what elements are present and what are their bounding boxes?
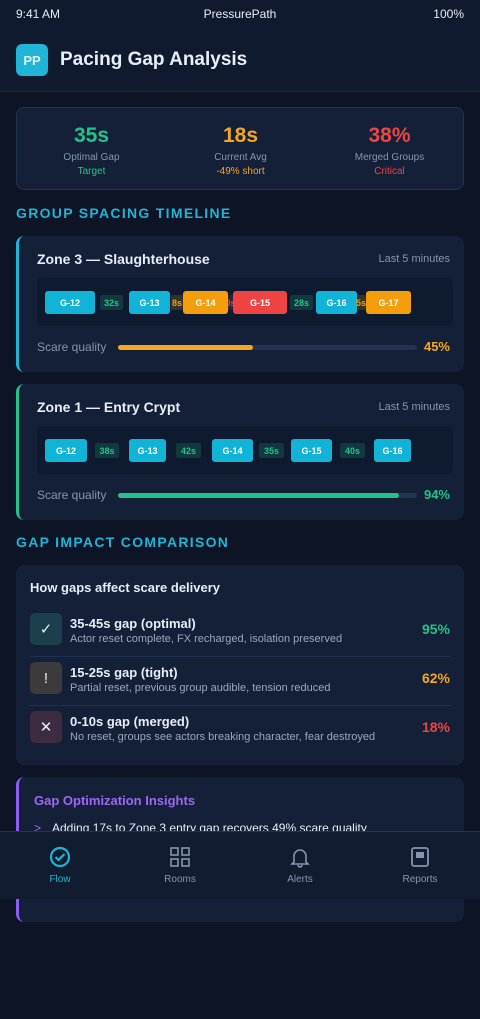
nav-icon: [170, 847, 190, 867]
group-chip: G-14: [212, 439, 253, 462]
stat: 35s Optimal Gap Target: [17, 108, 166, 177]
gap-chip: 32s: [100, 295, 123, 310]
impact-desc: No reset, groups see actors breaking cha…: [70, 731, 376, 743]
gap-chip: 5s: [356, 295, 366, 310]
quality-bar: [118, 345, 253, 350]
impact-heading: How gaps affect scare delivery: [30, 580, 221, 595]
header: PP Pacing Gap Analysis: [0, 28, 480, 92]
impact-desc: Partial reset, previous group audible, t…: [70, 682, 331, 694]
gap-chip: 28s: [290, 295, 313, 310]
nav-label: Reports: [402, 874, 438, 885]
nav-icon: [49, 846, 71, 868]
zone-period: Last 5 minutes: [378, 401, 450, 413]
stat-sub: -49% short: [216, 166, 265, 177]
group-chip: G-15: [233, 291, 287, 314]
nav-label: Alerts: [287, 874, 313, 885]
nav-icon: [290, 849, 310, 868]
group-chip: G-13: [129, 291, 170, 314]
time: 9:41 AM: [16, 7, 61, 21]
stat-value: 35s: [73, 124, 110, 147]
quality-value: 94%: [423, 487, 450, 502]
group-chip: G-16: [374, 439, 411, 462]
stat-label: Merged Groups: [354, 152, 425, 163]
group-chip: G-12: [45, 291, 95, 314]
zone-card: Zone 1 — Entry Crypt Last 5 minutes G-12 38…: [16, 384, 464, 520]
stat-label: Current Avg: [214, 152, 267, 163]
stat: 38% Merged Groups Critical: [315, 108, 464, 177]
gap-chip: 35s: [259, 443, 284, 458]
stat: 18s Current Avg -49% short: [166, 108, 315, 177]
zone-card: Zone 3 — Slaughterhouse Last 5 minutes G-1…: [16, 236, 464, 372]
gap-chip: 42s: [176, 443, 201, 458]
gap-chip: 40s: [340, 443, 365, 458]
impact-title: 0-10s gap (merged): [70, 714, 190, 729]
impact-row: ✕ 0-10s gap (merged) No reset, groups see …: [30, 711, 450, 755]
gap-chip: 38s: [95, 443, 119, 458]
quality-bar: [118, 493, 400, 498]
nav-item[interactable]: Rooms: [120, 832, 240, 900]
status-bar: 9:41 AM PressurePath 100%: [0, 0, 480, 28]
quality-label: Scare quality: [37, 340, 107, 354]
stat-label: Optimal Gap: [63, 152, 120, 163]
group-chip: G-15: [291, 439, 332, 462]
stat-value: 18s: [222, 124, 259, 147]
quality-track: [118, 345, 417, 350]
zone-title: Zone 1 — Entry Crypt: [37, 399, 181, 415]
impact-icon: ✕: [30, 711, 62, 743]
nav-icon: [411, 847, 429, 867]
impact-icon: ✓: [30, 613, 62, 645]
group-chip: G-12: [45, 439, 87, 462]
section-title: GROUP SPACING TIMELINE: [16, 205, 232, 221]
insights-title: Gap Optimization Insights: [34, 793, 196, 808]
impact-score: 18%: [421, 719, 450, 735]
quality-value: 45%: [423, 339, 450, 354]
app-name: PressurePath: [203, 7, 277, 21]
group-chip: G-13: [129, 439, 166, 462]
impact-title: 15-25s gap (tight): [70, 665, 178, 680]
impact-icon: !: [30, 662, 62, 694]
timeline: G-12 38s G-13 42s G-14 35s G-15 40s G-16: [37, 426, 453, 474]
nav-item[interactable]: Flow: [0, 832, 120, 900]
group-chip: G-16: [316, 291, 357, 314]
nav-label: Rooms: [164, 874, 196, 885]
stats-card: 35s Optimal Gap Target 18s Current Avg -49% s…: [16, 107, 464, 190]
section-title: GAP IMPACT COMPARISON: [16, 534, 230, 550]
stat-sub: Critical: [374, 166, 405, 177]
impact-score: 95%: [421, 621, 450, 637]
nav-item[interactable]: Reports: [360, 832, 480, 900]
gap-chip: 8s: [171, 295, 183, 310]
zone-period: Last 5 minutes: [378, 253, 450, 265]
zone-title: Zone 3 — Slaughterhouse: [37, 251, 210, 267]
quality-label: Scare quality: [37, 488, 107, 502]
bottom-nav: Flow Rooms Alerts Reports: [0, 831, 480, 899]
stat-value: 38%: [368, 124, 411, 147]
nav-label: Flow: [49, 874, 71, 885]
battery: 100%: [433, 7, 464, 21]
impact-row: ✓ 35-45s gap (optimal) Actor reset complet…: [30, 613, 450, 657]
quality-track: [118, 493, 417, 498]
group-chip: G-14: [183, 291, 228, 314]
impact-desc: Actor reset complete, FX recharged, isol…: [70, 633, 343, 645]
impact-title: 35-45s gap (optimal): [70, 616, 196, 631]
stat-sub: Target: [77, 166, 106, 177]
impact-card: How gaps affect scare delivery ✓ 35-45s g…: [16, 565, 464, 765]
gap-chip: 0s: [228, 295, 233, 310]
page-title: Pacing Gap Analysis: [60, 49, 248, 70]
logo: PP: [16, 44, 48, 76]
impact-score: 62%: [421, 670, 450, 686]
nav-item[interactable]: Alerts: [240, 832, 360, 900]
bullet: >: [34, 821, 42, 835]
impact-row: ! 15-25s gap (tight) Partial reset, previo…: [30, 662, 450, 706]
group-chip: G-17: [366, 291, 411, 314]
